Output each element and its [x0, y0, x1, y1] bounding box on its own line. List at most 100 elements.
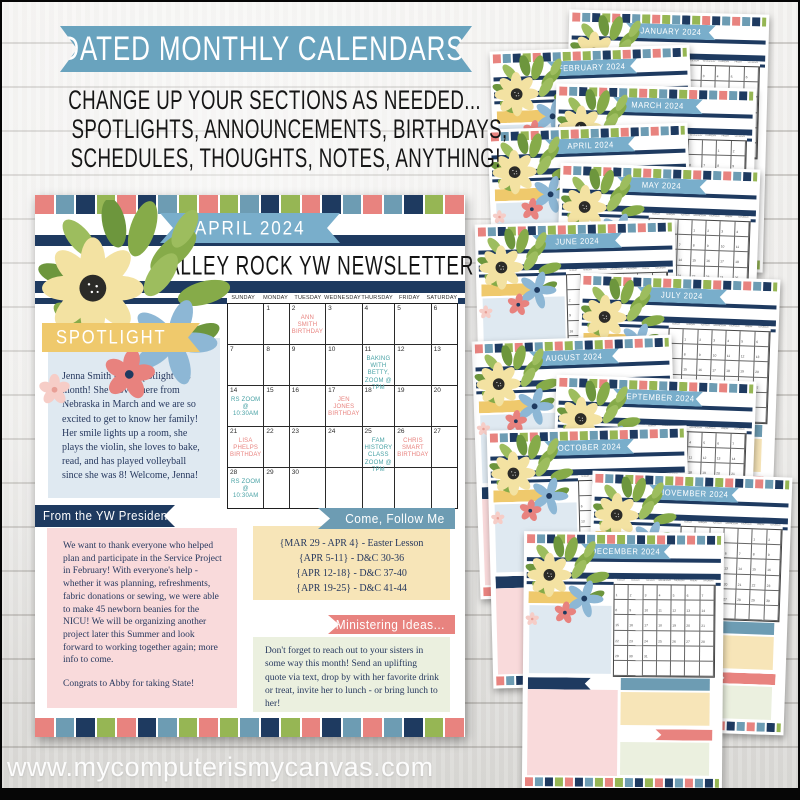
day-number: 10: [328, 346, 336, 353]
border-square: [729, 90, 738, 101]
border-square: [609, 430, 618, 440]
border-square: [301, 718, 320, 737]
mini-cell: 10: [719, 236, 735, 253]
border-square: [679, 89, 688, 99]
flower-cluster-icon: [521, 536, 614, 627]
mini-cell: [721, 604, 737, 620]
day-number: 20: [433, 387, 441, 394]
mini-cell: 30: [628, 645, 643, 662]
border-square: [301, 195, 320, 214]
border-square: [363, 195, 382, 214]
border-square: [785, 480, 790, 490]
mini-cell: 29: [614, 645, 629, 661]
mini-cell: 7: [730, 433, 746, 450]
border-square: [723, 171, 732, 181]
calendar-event: JEN JONES BIRTHDAY: [328, 397, 360, 418]
day-number: 6: [433, 305, 438, 312]
border-square: [219, 718, 238, 737]
border-square: [693, 279, 702, 289]
border-square: [178, 718, 197, 737]
border-square: [683, 169, 692, 180]
border-square: [673, 169, 682, 179]
border-square: [732, 16, 741, 26]
mini-cell: 2: [766, 529, 782, 546]
border-square: [35, 195, 54, 214]
border-square: [753, 281, 762, 291]
border-square: [667, 222, 672, 232]
border-square: [703, 170, 712, 180]
mini-cell: 29: [750, 589, 766, 606]
border-square: [624, 338, 633, 349]
section-box: [527, 689, 618, 776]
calendar-cell: 3: [326, 304, 363, 345]
calendar-cell: 27: [431, 427, 457, 468]
mini-cell: [764, 605, 779, 622]
border-square: [683, 279, 692, 289]
border-square: [725, 478, 734, 488]
mini-cell: 9: [766, 544, 782, 561]
border-square: [117, 718, 136, 737]
mini-cell: 7: [737, 543, 753, 560]
border-square: [590, 128, 599, 138]
border-square: [739, 383, 748, 394]
mini-cell: 17: [642, 615, 658, 631]
calendar-cell: 15: [264, 386, 290, 427]
border-square: [281, 195, 300, 214]
come-follow-me-line: {MAR 29 - APR 4} - Easter Lesson: [279, 538, 424, 549]
border-square: [76, 718, 95, 737]
border-square: [776, 723, 781, 733]
border-square: [682, 47, 687, 57]
border-square: [709, 382, 718, 393]
border-square: [689, 89, 698, 100]
border-square: [743, 281, 752, 291]
hero-description-line: SPOTLIGHTS, ANNOUNCEMENTS, BIRTHDAYS,: [71, 114, 508, 145]
border-square: [219, 195, 238, 214]
border-square: [680, 125, 685, 135]
mini-cell: 16: [765, 560, 781, 576]
flower-cluster-icon: [587, 476, 682, 569]
mini-cell: 10: [711, 345, 727, 362]
mini-cell: [699, 646, 715, 662]
border-square: [622, 49, 631, 59]
mini-cell: 16: [628, 615, 643, 631]
mini-cell: 25: [656, 630, 672, 647]
border-square: [746, 722, 755, 732]
border-square: [742, 16, 751, 27]
mini-cell: 18: [657, 615, 672, 631]
day-number: 3: [328, 305, 332, 312]
hero-banner: DATED MONTHLY CALENDARS!: [60, 26, 472, 72]
border-square: [534, 777, 543, 787]
mini-cell: 5: [729, 66, 745, 83]
mini-cell: 15: [614, 615, 629, 631]
border-square: [544, 777, 553, 787]
flower-cluster-icon: [485, 433, 579, 525]
border-square: [707, 535, 716, 545]
calendar-cell: 17 JEN JONES BIRTHDAY: [326, 386, 363, 427]
mini-cell: 9: [705, 235, 721, 252]
calendar-event: BAKING WITH BETTY, ZOOM @ 7PM: [364, 356, 392, 391]
border-square: [693, 170, 702, 180]
border-square: [715, 477, 724, 488]
flower-cluster-icon: [473, 227, 567, 319]
border-square: [687, 535, 696, 545]
border-square: [674, 778, 683, 788]
day-number: 2: [291, 305, 296, 312]
mini-cell: 13: [722, 558, 738, 575]
border-square: [612, 49, 621, 60]
border-square: [712, 16, 721, 26]
mini-cell: [677, 219, 693, 236]
border-square: [589, 430, 598, 440]
border-square: [659, 428, 668, 439]
mini-cell: 21: [699, 616, 715, 632]
border-square: [736, 721, 745, 732]
border-square: [240, 195, 259, 214]
mini-cell: 4: [715, 66, 731, 82]
border-square: [647, 535, 656, 545]
border-square: [697, 535, 706, 545]
border-square: [762, 17, 767, 27]
border-square: [404, 195, 423, 214]
border-square: [604, 339, 613, 349]
border-square: [55, 718, 74, 737]
calendar-cell: [363, 468, 396, 508]
